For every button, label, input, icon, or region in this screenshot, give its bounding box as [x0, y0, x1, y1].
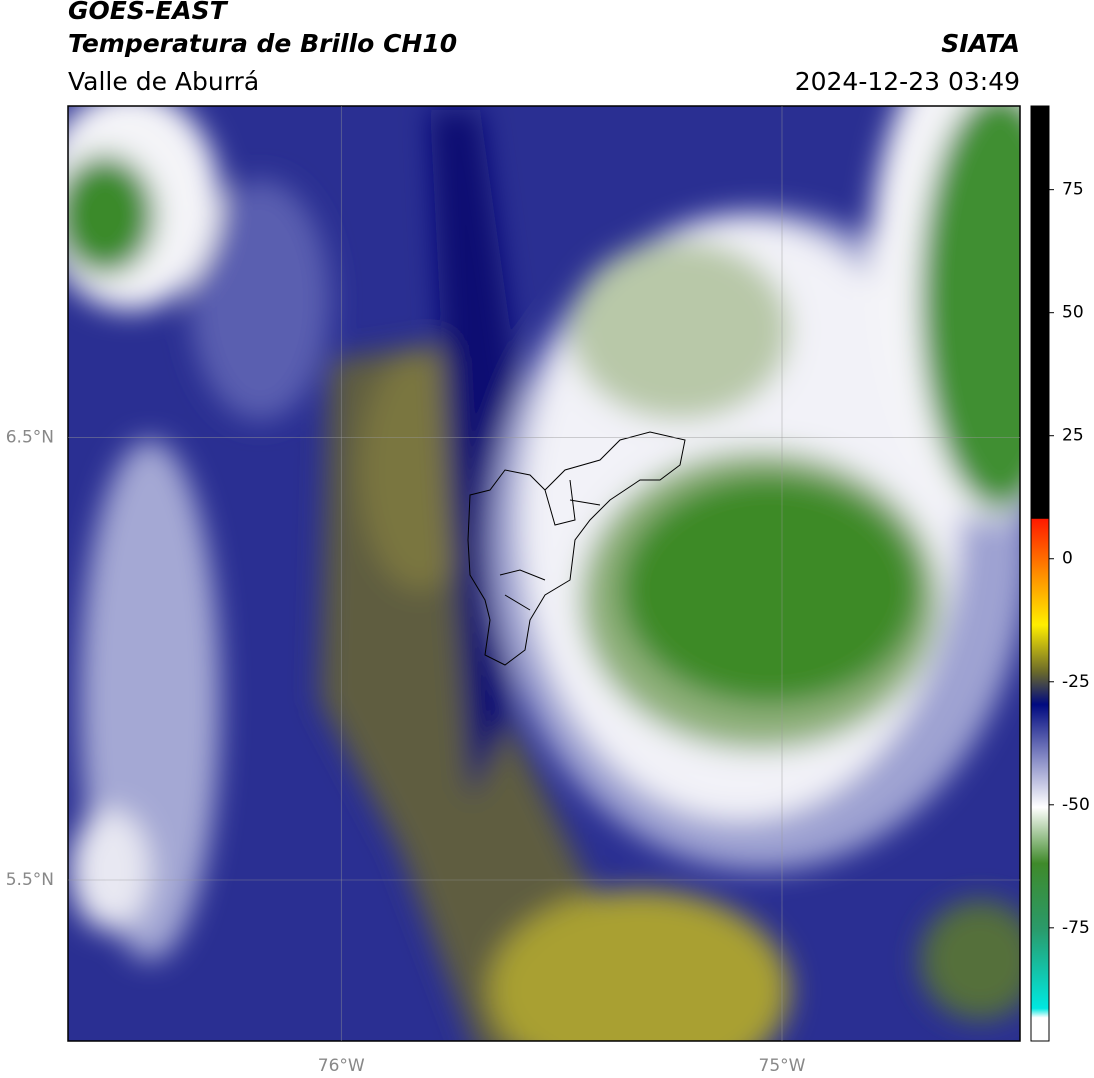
lon-label: 75°W — [759, 1056, 806, 1076]
lon-label: 76°W — [318, 1056, 365, 1076]
colorbar-tick-label: 75 — [1062, 180, 1084, 200]
title: GOES-EAST — [68, 0, 229, 25]
source: SIATA — [941, 29, 1020, 58]
subtitle: Temperatura de Brillo CH10 — [68, 29, 457, 58]
colorbar-tick-label: -25 — [1062, 672, 1090, 692]
map-frame — [67, 105, 1021, 1042]
colorbar-tick-label: -50 — [1062, 795, 1090, 815]
colorbar-tick-label: 50 — [1062, 303, 1084, 323]
lat-label: 6.5°N — [6, 428, 54, 448]
colorbar-tick-label: 0 — [1062, 549, 1073, 569]
lat-label: 5.5°N — [6, 870, 54, 890]
colorbar-tick-label: 25 — [1062, 426, 1084, 446]
colorbar-tick-label: -75 — [1062, 918, 1090, 938]
region: Valle de Aburrá — [68, 67, 259, 96]
colorbar — [1030, 105, 1050, 1042]
satellite-image — [68, 106, 1020, 1041]
timestamp: 2024-12-23 03:49 — [795, 67, 1020, 96]
